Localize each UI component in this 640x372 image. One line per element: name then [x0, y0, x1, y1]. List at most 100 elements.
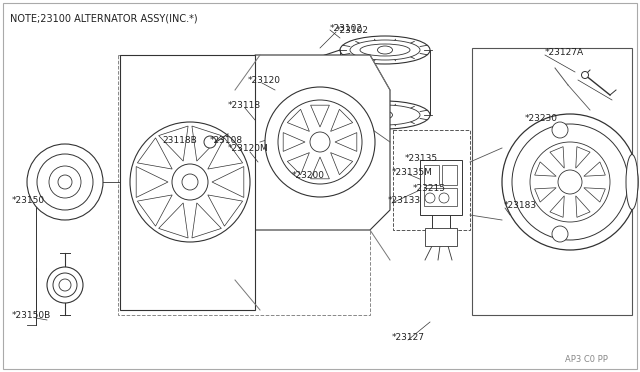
Text: *23133: *23133 [388, 196, 421, 205]
Circle shape [130, 122, 250, 242]
Bar [330, 75, 360, 120]
Text: *23135M: *23135M [392, 167, 433, 176]
Polygon shape [287, 109, 309, 131]
Polygon shape [235, 60, 370, 175]
Polygon shape [159, 203, 188, 238]
Polygon shape [280, 145, 288, 151]
Circle shape [530, 142, 610, 222]
Polygon shape [310, 157, 330, 179]
Polygon shape [310, 105, 330, 127]
Circle shape [172, 164, 208, 200]
Text: *23183: *23183 [504, 201, 537, 209]
Circle shape [49, 166, 81, 198]
Polygon shape [208, 195, 243, 226]
Text: *23150B: *23150B [12, 311, 51, 320]
Circle shape [552, 226, 568, 242]
Polygon shape [550, 196, 564, 217]
Circle shape [27, 144, 103, 220]
Polygon shape [550, 147, 564, 168]
Polygon shape [262, 114, 270, 120]
Polygon shape [280, 83, 288, 89]
Polygon shape [534, 188, 556, 202]
Text: *23200: *23200 [292, 170, 325, 180]
Polygon shape [120, 55, 255, 310]
Circle shape [582, 71, 589, 78]
Circle shape [47, 267, 83, 303]
Text: *23150: *23150 [12, 196, 45, 205]
Circle shape [512, 124, 628, 240]
Polygon shape [316, 145, 324, 151]
Bar [348, 90, 356, 98]
Bar [424, 188, 457, 206]
Polygon shape [255, 55, 390, 230]
Text: *23215: *23215 [413, 183, 446, 192]
Polygon shape [283, 132, 305, 151]
Text: *23127: *23127 [392, 334, 425, 343]
Circle shape [502, 114, 638, 250]
Ellipse shape [378, 111, 392, 119]
Circle shape [278, 100, 362, 184]
Text: AP3 C0 PP: AP3 C0 PP [565, 356, 608, 365]
Bar [442, 165, 457, 185]
Circle shape [558, 170, 582, 194]
Polygon shape [576, 147, 590, 168]
Circle shape [310, 132, 330, 152]
Bar [420, 160, 462, 215]
Polygon shape [138, 195, 172, 226]
Polygon shape [212, 167, 244, 198]
Polygon shape [159, 126, 188, 161]
Circle shape [552, 122, 568, 138]
Polygon shape [192, 126, 221, 161]
Text: *23108: *23108 [210, 135, 243, 144]
Circle shape [59, 279, 71, 291]
Text: *23102: *23102 [336, 26, 369, 35]
Circle shape [204, 136, 216, 148]
Polygon shape [192, 203, 221, 238]
Ellipse shape [378, 46, 392, 54]
Ellipse shape [340, 101, 430, 129]
Circle shape [254, 69, 350, 165]
Polygon shape [534, 162, 556, 176]
Polygon shape [584, 162, 605, 176]
Bar [336, 90, 344, 98]
Circle shape [439, 193, 449, 203]
Polygon shape [331, 153, 353, 175]
Text: 23118B: 23118B [162, 135, 196, 144]
Ellipse shape [350, 40, 420, 60]
Text: *23120: *23120 [248, 76, 281, 84]
Text: NOTE;23100 ALTERNATOR ASSY(INC.*): NOTE;23100 ALTERNATOR ASSY(INC.*) [10, 13, 198, 23]
Polygon shape [136, 167, 168, 198]
Circle shape [425, 193, 435, 203]
Circle shape [53, 273, 77, 297]
Polygon shape [576, 196, 590, 217]
Text: *23102: *23102 [330, 23, 363, 32]
Polygon shape [316, 83, 324, 89]
Ellipse shape [340, 36, 430, 64]
Ellipse shape [350, 105, 420, 125]
Polygon shape [208, 138, 243, 169]
Circle shape [182, 174, 198, 190]
Bar [336, 78, 344, 86]
Bar [348, 78, 356, 86]
Polygon shape [335, 132, 357, 151]
Bar [425, 228, 457, 246]
Ellipse shape [317, 77, 327, 91]
Polygon shape [138, 138, 172, 169]
Text: *23127A: *23127A [545, 48, 584, 57]
Ellipse shape [360, 44, 410, 56]
Text: *23118: *23118 [228, 100, 261, 109]
Circle shape [37, 154, 93, 210]
Circle shape [292, 107, 312, 127]
Polygon shape [287, 153, 309, 175]
Polygon shape [334, 114, 342, 120]
Circle shape [266, 81, 338, 153]
Text: *23135: *23135 [405, 154, 438, 163]
Polygon shape [331, 109, 353, 131]
Circle shape [58, 175, 72, 189]
Ellipse shape [626, 154, 638, 209]
Circle shape [265, 87, 375, 197]
Text: *23120M: *23120M [228, 144, 269, 153]
Text: *23230: *23230 [525, 113, 558, 122]
Bar [424, 165, 439, 185]
Polygon shape [584, 188, 605, 202]
